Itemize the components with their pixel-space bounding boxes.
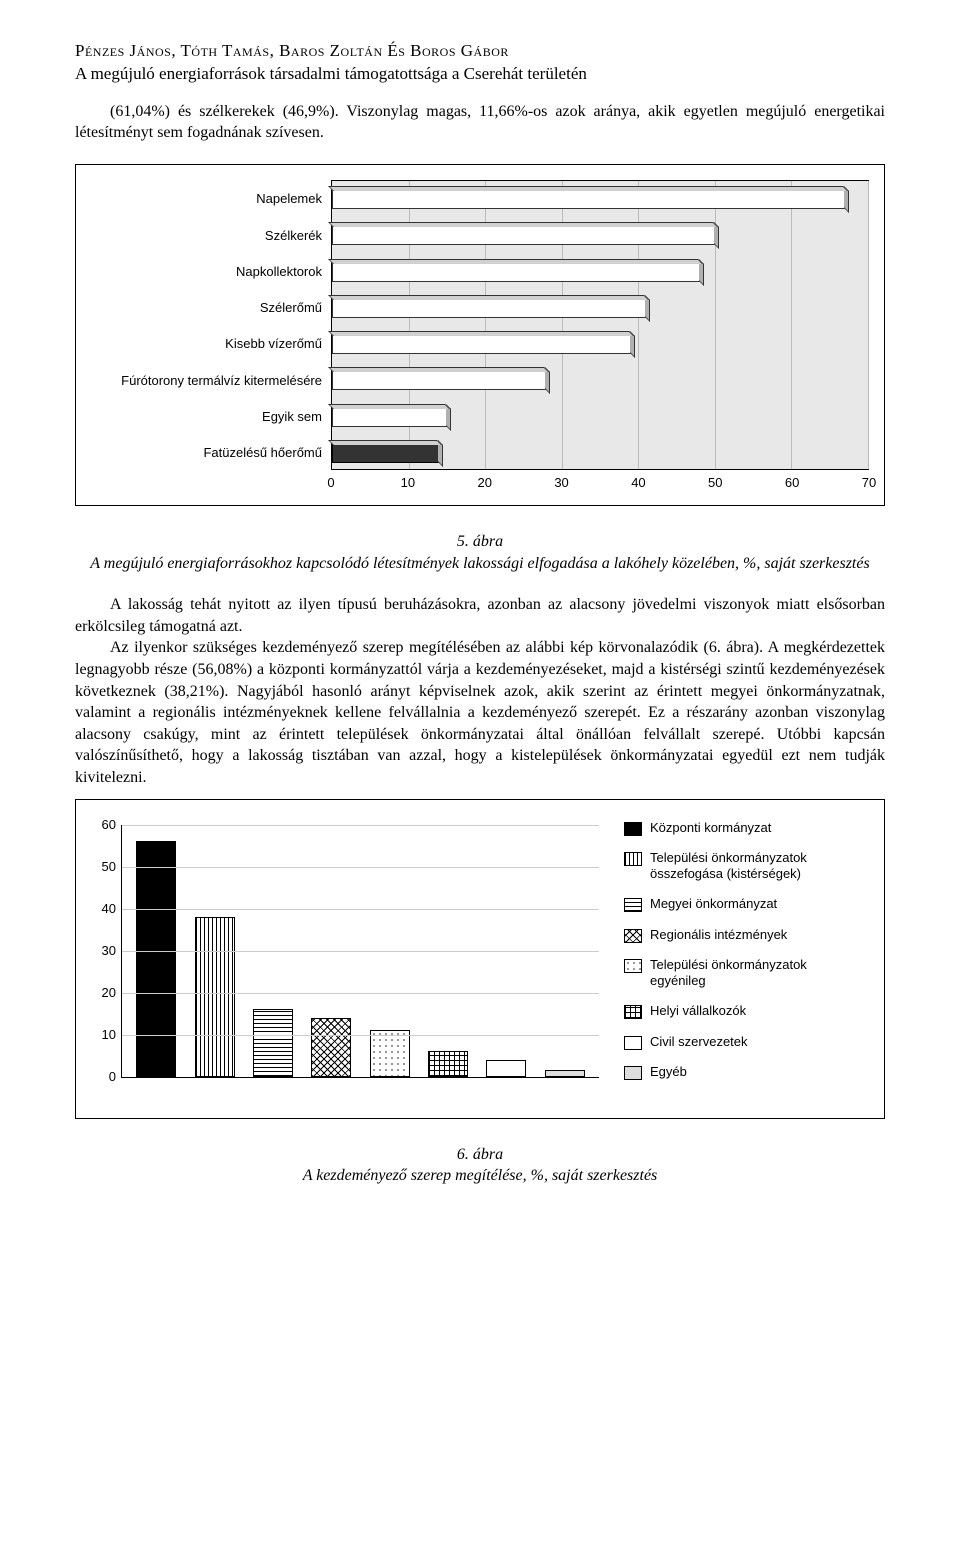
chart6-bar bbox=[486, 1060, 526, 1077]
chart6-ytick: 30 bbox=[102, 942, 116, 960]
chart5-xtick: 10 bbox=[401, 474, 415, 492]
intro-paragraph: (61,04%) és szélkerekek (46,9%). Viszony… bbox=[75, 101, 885, 144]
chart6-ytick: 40 bbox=[102, 900, 116, 918]
legend-label: Egyéb bbox=[650, 1064, 687, 1080]
header-title: A megújuló energiaforrások társadalmi tá… bbox=[75, 63, 885, 86]
chart5-bar bbox=[332, 334, 631, 354]
legend-item: Települési önkormányzatok egyénileg bbox=[624, 957, 864, 990]
paragraph-3: Az ilyenkor szükséges kezdeményező szere… bbox=[75, 637, 885, 788]
chart5-bar bbox=[332, 298, 646, 318]
legend-item: Helyi vállalkozók bbox=[624, 1003, 864, 1019]
legend-label: Települési önkormányzatok egyénileg bbox=[650, 957, 864, 990]
legend-label: Települési önkormányzatok összefogása (k… bbox=[650, 850, 864, 883]
legend-label: Központi kormányzat bbox=[650, 820, 771, 836]
chart5-xtick: 70 bbox=[862, 474, 876, 492]
legend-label: Civil szervezetek bbox=[650, 1034, 748, 1050]
chart5-xtick: 0 bbox=[327, 474, 334, 492]
chart6-bar bbox=[253, 1009, 293, 1076]
legend-swatch bbox=[624, 852, 642, 866]
chart6-bar bbox=[136, 841, 176, 1076]
chart6-ytick: 50 bbox=[102, 858, 116, 876]
legend-item: Regionális intézmények bbox=[624, 927, 864, 943]
chart5-bar-row: Napkollektorok bbox=[332, 260, 700, 284]
legend-label: Regionális intézmények bbox=[650, 927, 787, 943]
chart5-category-label: Napelemek bbox=[92, 190, 322, 208]
chart6-bar bbox=[311, 1018, 351, 1077]
authors-line: Pénzes János, Tóth Tamás, Baros Zoltán É… bbox=[75, 40, 885, 63]
paragraph-2: A lakosság tehát nyitott az ilyen típusú… bbox=[75, 594, 885, 637]
chart6-ytick: 0 bbox=[109, 1068, 116, 1086]
legend-swatch bbox=[624, 929, 642, 943]
legend-item: Települési önkormányzatok összefogása (k… bbox=[624, 850, 864, 883]
chart6-bar bbox=[545, 1070, 585, 1076]
chart6-frame: 0 10 20 30 40 50 60 Központi kormányzat Települ… bbox=[75, 799, 885, 1119]
chart5-bar bbox=[332, 262, 700, 282]
chart5-bar-row: Szélkerék bbox=[332, 223, 715, 247]
legend-swatch bbox=[624, 898, 642, 912]
legend-swatch bbox=[624, 1036, 642, 1050]
chart5-bar bbox=[332, 407, 447, 427]
chart6-ytick: 10 bbox=[102, 1026, 116, 1044]
legend-swatch bbox=[624, 1066, 642, 1080]
chart5-category-label: Fúrótorony termálvíz kitermelésére bbox=[92, 372, 322, 390]
chart5-category-label: Szélerőmű bbox=[92, 299, 322, 317]
chart5-xtick: 30 bbox=[554, 474, 568, 492]
chart5-bar-row: Egyik sem bbox=[332, 405, 447, 429]
chart6-plot-area: 0 10 20 30 40 50 60 bbox=[91, 815, 609, 1103]
chart6-legend: Központi kormányzat Települési önkormányz… bbox=[609, 815, 869, 1103]
fig6-text: A kezdeményező szerep megítélése, %, saj… bbox=[303, 1167, 658, 1184]
figure5-caption: 5. ábra A megújuló energiaforrásokhoz ka… bbox=[75, 531, 885, 574]
chart5-category-label: Kisebb vízerőmű bbox=[92, 335, 322, 353]
chart5-bar bbox=[332, 189, 845, 209]
chart5-bar-row: Kisebb vízerőmű bbox=[332, 332, 631, 356]
legend-label: Megyei önkormányzat bbox=[650, 896, 777, 912]
chart6-ytick: 20 bbox=[102, 984, 116, 1002]
chart6-bar bbox=[195, 917, 235, 1077]
chart5: Napelemek Szélkerék Napkollektorok Szélerőm… bbox=[91, 180, 869, 490]
chart5-category-label: Szélkerék bbox=[92, 227, 322, 245]
fig6-number: 6. ábra bbox=[75, 1144, 885, 1166]
page-header: Pénzes János, Tóth Tamás, Baros Zoltán É… bbox=[75, 40, 885, 86]
chart5-category-label: Egyik sem bbox=[92, 408, 322, 426]
legend-item: Civil szervezetek bbox=[624, 1034, 864, 1050]
legend-swatch bbox=[624, 959, 642, 973]
chart5-category-label: Fatüzelésű hőerőmű bbox=[92, 444, 322, 462]
chart5-bar-row: Szélerőmű bbox=[332, 296, 646, 320]
legend-swatch bbox=[624, 822, 642, 836]
chart5-bar-row: Fatüzelésű hőerőmű bbox=[332, 441, 439, 465]
chart5-category-label: Napkollektorok bbox=[92, 263, 322, 281]
chart5-xtick: 60 bbox=[785, 474, 799, 492]
fig5-number: 5. ábra bbox=[75, 531, 885, 553]
chart5-xtick: 20 bbox=[477, 474, 491, 492]
chart5-frame: Napelemek Szélkerék Napkollektorok Szélerőm… bbox=[75, 164, 885, 506]
chart5-xtick: 40 bbox=[631, 474, 645, 492]
chart6-bar bbox=[428, 1051, 468, 1076]
chart6-bar bbox=[370, 1030, 410, 1076]
chart6: 0 10 20 30 40 50 60 Központi kormányzat Települ… bbox=[91, 815, 869, 1103]
legend-swatch bbox=[624, 1005, 642, 1019]
chart5-bar-row: Napelemek bbox=[332, 187, 845, 211]
fig5-text: A megújuló energiaforrásokhoz kapcsolódó… bbox=[90, 555, 869, 572]
chart5-bar bbox=[332, 443, 439, 463]
chart5-bar bbox=[332, 225, 715, 245]
legend-item: Megyei önkormányzat bbox=[624, 896, 864, 912]
chart5-xtick: 50 bbox=[708, 474, 722, 492]
legend-item: Központi kormányzat bbox=[624, 820, 864, 836]
legend-item: Egyéb bbox=[624, 1064, 864, 1080]
chart5-bar-row: Fúrótorony termálvíz kitermelésére bbox=[332, 368, 546, 392]
legend-label: Helyi vállalkozók bbox=[650, 1003, 746, 1019]
figure6-caption: 6. ábra A kezdeményező szerep megítélése… bbox=[75, 1144, 885, 1187]
chart6-ytick: 60 bbox=[102, 816, 116, 834]
chart5-bar bbox=[332, 370, 546, 390]
